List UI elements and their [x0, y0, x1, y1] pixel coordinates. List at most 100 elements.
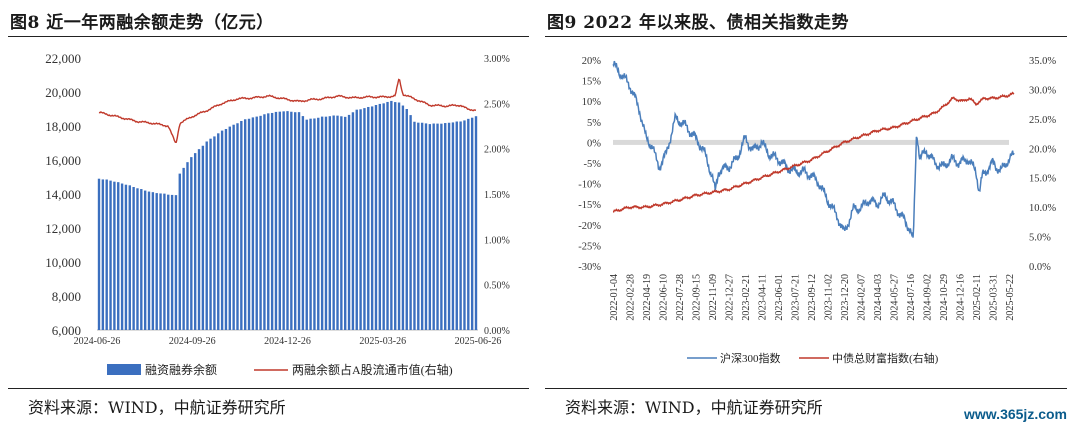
legend-swatch-bars [107, 364, 141, 375]
y-left-tick-label: -25% [578, 241, 601, 252]
bar-margin-balance [224, 128, 228, 330]
y-right-tick-label: 0.50% [484, 281, 510, 292]
bar-margin-balance [397, 102, 401, 330]
bar-margin-balance [278, 111, 281, 330]
bar-margin-balance [390, 100, 393, 330]
bar-margin-balance [259, 115, 262, 330]
bar-margin-balance [286, 111, 289, 331]
bar-margin-balance [451, 122, 455, 330]
bar-margin-balance [101, 179, 105, 330]
bar-margin-balance [178, 173, 181, 330]
bar-margin-balance [247, 118, 251, 330]
x-tick-label: 2024-12-26 [264, 336, 311, 347]
y-left-tick-label: 15% [582, 77, 602, 88]
x-tick-label: 2022-06-10 [659, 274, 670, 321]
bar-margin-balance [128, 185, 131, 330]
bar-margin-balance [363, 108, 366, 330]
x-tick-label: 2023-04-11 [758, 274, 769, 320]
bar-margin-balance [251, 117, 255, 331]
y-left-tick-label: 20,000 [45, 85, 81, 100]
bar-margin-balance [351, 112, 355, 331]
bar-margin-balance [147, 191, 151, 330]
y-right-tick-label: 25.0% [1029, 115, 1056, 126]
x-tick-label: 2025-03-26 [359, 336, 406, 347]
bar-margin-balance [132, 187, 135, 330]
left-chart-title: 图8 近一年两融余额走势（亿元） [10, 13, 274, 33]
bar-margin-balance [163, 193, 166, 330]
bar-margin-balance [305, 119, 308, 330]
y-left-tick-label: 6,000 [52, 323, 81, 338]
bar-margin-balance [359, 109, 362, 330]
bar-margin-balance [409, 115, 412, 330]
bar-margin-balance [394, 102, 397, 330]
left-source-text: 资料来源：WIND，中航证券研究所 [28, 398, 286, 417]
bar-margin-balance [209, 138, 212, 330]
y-left-tick-label: -5% [584, 159, 602, 170]
y-left-tick-label: 8,000 [52, 289, 81, 304]
y-left-tick-label: 14,000 [45, 187, 81, 202]
bar-margin-balance [320, 116, 324, 330]
bar-margin-balance [367, 106, 370, 330]
bar-margin-balance [236, 123, 239, 330]
bar-margin-balance [167, 194, 170, 330]
x-tick-label: 2022-12-27 [725, 274, 736, 321]
y-right-tick-label: 20.0% [1029, 144, 1056, 155]
line-bond-wealth-index [612, 91, 1015, 213]
bar-margin-balance [467, 118, 470, 330]
y-left-tick-label: -20% [578, 221, 601, 232]
bar-margin-balance [370, 106, 374, 331]
bar-margin-balance [347, 114, 351, 331]
bar-margin-balance [267, 113, 270, 330]
bar-margin-balance [440, 123, 443, 330]
bar-margin-balance [374, 105, 378, 330]
bar-margin-balance [151, 192, 155, 330]
bar-margin-balance [140, 189, 143, 330]
bar-margin-balance [255, 116, 258, 330]
x-tick-label: 2024-09-02 [923, 274, 934, 321]
bar-margin-balance [386, 101, 389, 330]
bar-margin-balance [159, 193, 162, 330]
y-left-tick-label: -30% [578, 262, 601, 273]
bar-margin-balance [301, 116, 305, 330]
stock-bond-index-chart: -30% -25% -20% -15% -10% -5% 0% 5% 10% 15% 20% 0.0%… [578, 56, 1056, 365]
bar-margin-balance [455, 121, 458, 330]
y-left-tick-label: -15% [578, 200, 601, 211]
bar-margin-balance [420, 122, 424, 331]
y-left-tick-label: 12,000 [45, 221, 81, 236]
y-left-tick-label: 20% [582, 56, 602, 67]
bar-margin-balance [297, 112, 301, 330]
bar-margin-balance [143, 190, 147, 330]
bar-margin-balance [155, 193, 158, 330]
left-source-rule [8, 388, 529, 389]
bar-margin-balance [294, 112, 297, 331]
y-left-tick-label: 5% [587, 118, 601, 129]
y-left-tick-label: 10,000 [45, 255, 81, 270]
bar-margin-balance [378, 103, 382, 330]
bar-margin-balance [336, 115, 339, 330]
bar-margin-balance [263, 114, 266, 330]
y-right-tick-label: 15.0% [1029, 174, 1056, 185]
bar-margin-balance [424, 123, 428, 330]
right-source-rule [545, 388, 1067, 389]
line-margin-ratio [98, 78, 477, 144]
bar-margin-balance [290, 111, 293, 330]
x-tick-label: 2022-09-15 [692, 274, 703, 321]
bar-margin-balance [309, 118, 312, 331]
x-tick-label: 2023-12-20 [840, 274, 851, 321]
x-tick-label: 2024-02-07 [857, 274, 868, 321]
bar-margin-balance [413, 121, 416, 331]
bar-margin-balance [205, 141, 208, 330]
x-tick-label: 2024-07-16 [906, 274, 917, 321]
bar-margin-balance [190, 157, 193, 330]
right-chart-panel: 图9 2022 年以来股、债相关指数走势 -30% -25% -20% -15% -10… [537, 0, 1075, 425]
bar-margin-balance [197, 149, 201, 330]
y-right-tick-label: 3.00% [484, 54, 510, 65]
bar-margin-balance [105, 179, 108, 330]
y-left-tick-label: -10% [578, 180, 601, 191]
y-right-tick-label: 1.50% [484, 190, 510, 201]
bar-margin-balance [444, 123, 447, 330]
bar-margin-balance [170, 194, 174, 330]
x-tick-label: 2022-07-28 [675, 274, 686, 321]
bar-margin-balance [136, 188, 139, 330]
bar-margin-balance [417, 122, 420, 330]
